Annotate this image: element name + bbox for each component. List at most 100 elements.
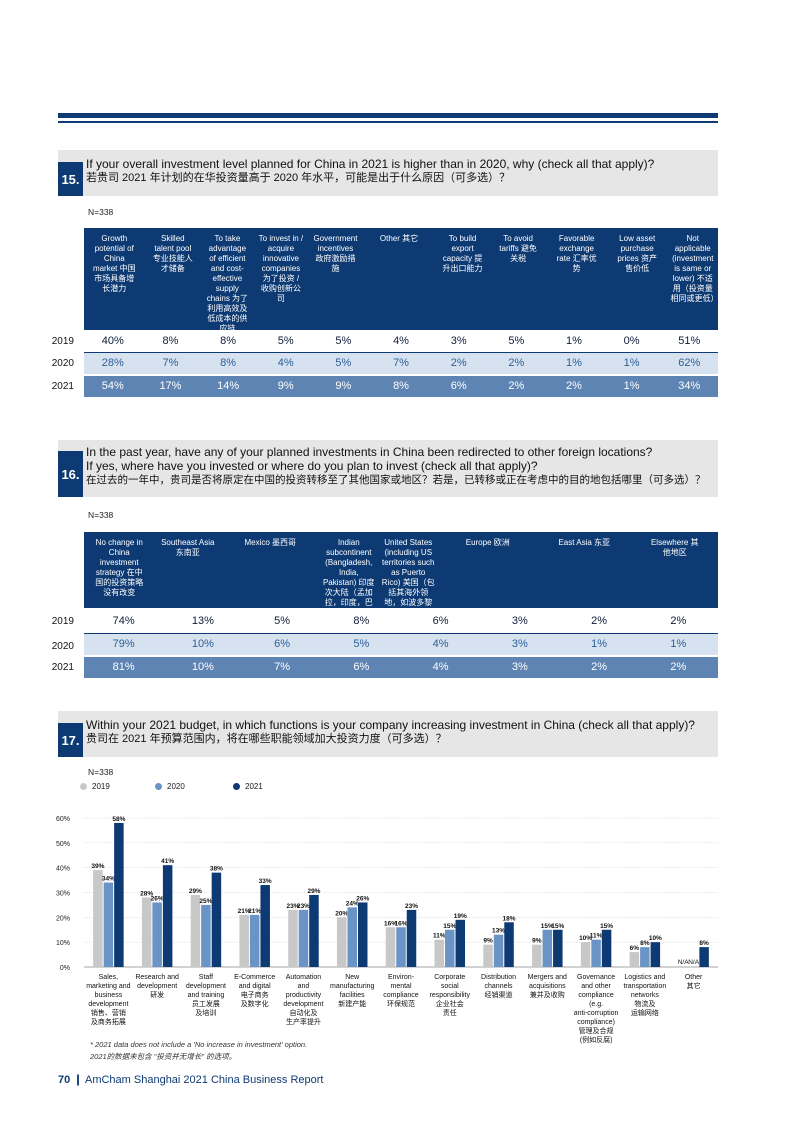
x-category-line: 研发 bbox=[150, 990, 164, 999]
legend-2021: 2021 bbox=[233, 782, 263, 791]
q15-cell: 62% bbox=[678, 357, 701, 369]
q15-col-header: To take advantage of efficient and cost-… bbox=[206, 234, 249, 333]
x-category-line: 及培训 bbox=[195, 1008, 216, 1017]
x-category-line: Environ- bbox=[388, 974, 415, 981]
y-tick-label: 30% bbox=[56, 891, 70, 898]
x-category-label: E-Commerce and digital 电子商务及数字化 bbox=[234, 974, 275, 1008]
q16-title-en-1: In the past year, have any of your plann… bbox=[86, 445, 653, 459]
x-category-line: manufacturing bbox=[330, 983, 374, 990]
page-footer: 70 ❙ AmCham Shanghai 2021 China Business… bbox=[58, 1073, 323, 1086]
bar-value-label: 23% bbox=[405, 903, 418, 910]
q17-footnote-cn: 2021的数据未包含 "投资并无增长" 的选项。 bbox=[90, 1052, 237, 1061]
q16-col-header: Southeast Asia 东南亚 bbox=[161, 538, 215, 557]
q17-footnote-en: * 2021 data does not include a 'No incre… bbox=[90, 1040, 308, 1049]
bar-2019 bbox=[190, 894, 201, 967]
x-category-line: compliance bbox=[383, 992, 419, 999]
bar-value-label: 10% bbox=[649, 935, 662, 942]
bar-2020 bbox=[542, 929, 553, 967]
x-category-line: compliance) bbox=[577, 1019, 615, 1026]
q15-sample-size: N=338 bbox=[88, 207, 114, 217]
bar-value-label: 29% bbox=[307, 888, 320, 895]
q16-cell: 2% bbox=[670, 661, 687, 673]
x-category-line: Logistics and bbox=[624, 974, 665, 981]
y-tick-label: 20% bbox=[56, 915, 70, 922]
x-category-line: productivity bbox=[286, 992, 322, 999]
q15-cell: 2% bbox=[450, 357, 467, 369]
bar-value-label: 38% bbox=[210, 866, 223, 873]
bar-value-label: 29% bbox=[189, 888, 202, 895]
q16-row-year: 2020 bbox=[51, 641, 74, 652]
bar-2021 bbox=[406, 909, 417, 967]
q16-cell: 5% bbox=[274, 615, 291, 627]
q15-col-header: To build export capacity 提升出口能力 bbox=[442, 234, 483, 273]
bar-value-label: 11% bbox=[433, 933, 446, 940]
bar-value-label: 19% bbox=[454, 913, 467, 920]
x-category-line: 管理及合规 bbox=[579, 1026, 614, 1035]
x-category-line: facilities bbox=[340, 992, 365, 999]
x-category-label: Staff development and training 员工发展及培训 bbox=[186, 974, 226, 1017]
q17-header: 17. Within your 2021 budget, in which fu… bbox=[58, 711, 718, 757]
bar-2020 bbox=[249, 914, 260, 967]
q16-col-header: Mexico 墨西哥 bbox=[244, 538, 297, 547]
bar-value-label: 26% bbox=[356, 895, 369, 902]
x-category-line: Governance bbox=[577, 974, 615, 981]
q16-cell: 81% bbox=[112, 661, 135, 673]
q16-row-year: 2019 bbox=[51, 616, 74, 627]
bar-value-label: 9% bbox=[483, 938, 493, 945]
legend-2019: 2019 bbox=[80, 782, 110, 791]
x-category-label: Research and development 研发 bbox=[135, 974, 179, 999]
x-category-line: Staff bbox=[199, 974, 213, 981]
q16-cell: 1% bbox=[591, 638, 608, 650]
q15-cell: 8% bbox=[220, 335, 237, 347]
x-category-line: and bbox=[298, 983, 310, 990]
q15-row-year: 2020 bbox=[51, 358, 74, 369]
x-category-line: 环保规范 bbox=[387, 999, 415, 1008]
bar-2020 bbox=[152, 902, 162, 967]
q15-cell: 1% bbox=[623, 380, 640, 392]
q17-title-en: Within your 2021 budget, in which functi… bbox=[86, 718, 695, 732]
x-category-line: Distribution bbox=[481, 974, 516, 981]
bar-2019 bbox=[483, 944, 493, 967]
bar-value-label: 23% bbox=[286, 903, 299, 910]
q16-col-header: Europe 欧洲 bbox=[465, 538, 510, 547]
x-category-line: 其它 bbox=[687, 981, 701, 990]
q15-cell: 2% bbox=[565, 380, 582, 392]
q15-cell: 51% bbox=[678, 335, 701, 347]
q15-col-header: Government incentives 政府激励措施 bbox=[313, 234, 358, 273]
x-category-line: E-Commerce bbox=[234, 974, 275, 981]
q15-cell: 5% bbox=[277, 335, 294, 347]
bar-value-label: 16% bbox=[394, 920, 407, 927]
bar-value-label: 16% bbox=[384, 920, 397, 927]
x-category-line: social bbox=[441, 983, 459, 990]
q16-cell: 10% bbox=[191, 638, 214, 650]
q17-sample-size: N=338 bbox=[88, 767, 114, 777]
q16-row-2021: 81% 10% 7% 6% 4% 3% 2% 2% bbox=[84, 657, 718, 678]
x-category-line: 销售、营销 bbox=[91, 1008, 126, 1017]
x-category-line: marketing and bbox=[86, 983, 130, 990]
bar-na-label: N/A bbox=[678, 959, 690, 966]
bar-value-label: 24% bbox=[346, 900, 359, 907]
bar-2020 bbox=[493, 934, 504, 967]
bar-2021 bbox=[601, 929, 612, 967]
q15-cell: 2% bbox=[508, 357, 525, 369]
bar-2019 bbox=[580, 942, 591, 967]
x-category-line: 及数字化 bbox=[241, 999, 269, 1008]
q16-row-divider bbox=[84, 633, 718, 634]
q17-title: Within your 2021 budget, in which functi… bbox=[86, 718, 714, 746]
q15-col-header: Not applicable (investment is same or lo… bbox=[670, 234, 719, 303]
bar-value-label: 28% bbox=[140, 890, 153, 897]
q15-cell: 1% bbox=[565, 335, 582, 347]
x-category-line: (例如反腐) bbox=[580, 1035, 613, 1044]
bar-value-label: 41% bbox=[161, 858, 174, 865]
bar-2019 bbox=[629, 952, 640, 967]
q15-cell: 8% bbox=[162, 335, 179, 347]
legend-swatch-2021 bbox=[233, 783, 240, 790]
x-category-line: and other bbox=[581, 983, 611, 990]
bar-2020 bbox=[445, 929, 455, 967]
q15-cell: 2% bbox=[508, 380, 525, 392]
q15-cell: 40% bbox=[101, 335, 124, 347]
q16-cell: 6% bbox=[274, 638, 291, 650]
q15-cell: 8% bbox=[393, 380, 409, 392]
q15-cell: 6% bbox=[450, 380, 467, 392]
